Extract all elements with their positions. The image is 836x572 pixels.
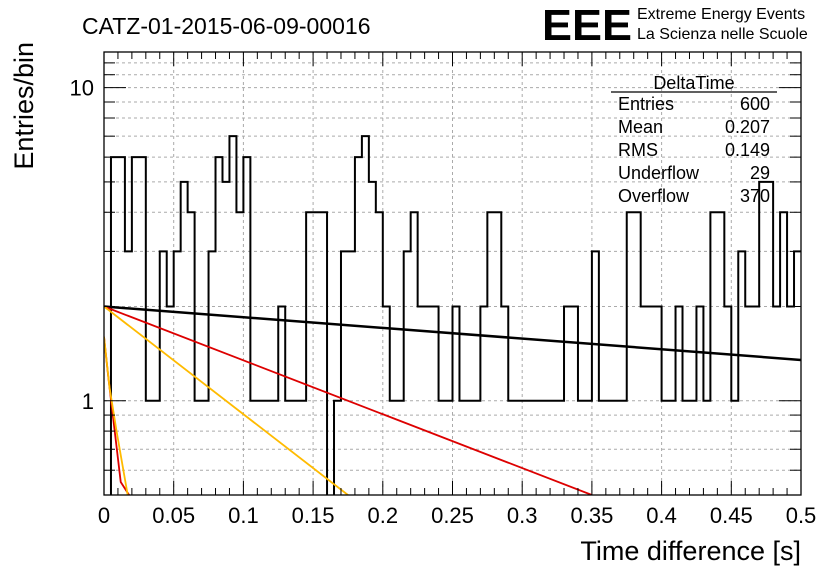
y-tick-label: 10 <box>70 76 94 101</box>
eee-logo-text: EEE <box>542 1 632 50</box>
stats-row-mean: Mean 0.207 <box>618 117 770 137</box>
fit-line <box>104 305 801 362</box>
stats-label: Mean <box>618 117 663 137</box>
logo-line-2: La Scienza nelle Scuole <box>637 26 808 43</box>
stats-row-underflow: Underflow 29 <box>618 163 770 183</box>
stats-title: DeltaTime <box>653 73 734 93</box>
stats-label: Underflow <box>618 163 700 183</box>
stats-value: 0.149 <box>725 140 770 160</box>
stats-box: DeltaTime Entries 600 Mean 0.207 RMS 0.1… <box>611 73 777 206</box>
x-tick-label: 0.1 <box>228 503 259 528</box>
x-tick-label: 0.4 <box>646 503 677 528</box>
tick-labels: 0 0.05 0.1 0.15 0.2 0.25 0.3 0.35 0.4 0.45 0.5 1 10 <box>70 76 817 528</box>
y-axis-label: Entries/bin <box>9 42 39 170</box>
stats-value: 0.207 <box>725 117 770 137</box>
x-tick-label: 0 <box>98 503 110 528</box>
histogram-step-line <box>109 135 801 495</box>
histogram-bars <box>109 135 801 495</box>
stats-value: 29 <box>750 163 770 183</box>
stats-label: RMS <box>618 140 658 160</box>
y-tick-label: 1 <box>82 389 94 414</box>
fit-line <box>104 305 593 495</box>
stats-label: Entries <box>618 94 674 114</box>
x-tick-label: 0.15 <box>292 503 335 528</box>
stats-label: Overflow <box>618 186 690 206</box>
stats-value: 370 <box>740 186 770 206</box>
axis-ticks <box>103 52 802 495</box>
fit-line <box>104 305 349 495</box>
eee-logo: EEE Extreme Energy Events La Scienza nel… <box>542 1 808 50</box>
stats-row-entries: Entries 600 <box>618 94 770 114</box>
fit-lines <box>104 305 801 495</box>
x-tick-label: 0.3 <box>507 503 538 528</box>
x-tick-label: 0.5 <box>786 503 817 528</box>
stats-row-rms: RMS 0.149 <box>618 140 770 160</box>
stats-value: 600 <box>740 94 770 114</box>
x-tick-label: 0.45 <box>710 503 753 528</box>
fit-line <box>104 336 130 495</box>
logo-line-1: Extreme Energy Events <box>637 6 805 23</box>
x-tick-label: 0.2 <box>368 503 399 528</box>
fit-line <box>104 336 129 495</box>
x-tick-label: 0.25 <box>431 503 474 528</box>
stats-row-overflow: Overflow 370 <box>618 186 770 206</box>
x-tick-label: 0.35 <box>570 503 613 528</box>
x-tick-label: 0.05 <box>152 503 195 528</box>
x-axis-label: Time difference [s] <box>580 536 801 566</box>
chart-title: CATZ-01-2015-06-09-00016 <box>82 13 371 39</box>
